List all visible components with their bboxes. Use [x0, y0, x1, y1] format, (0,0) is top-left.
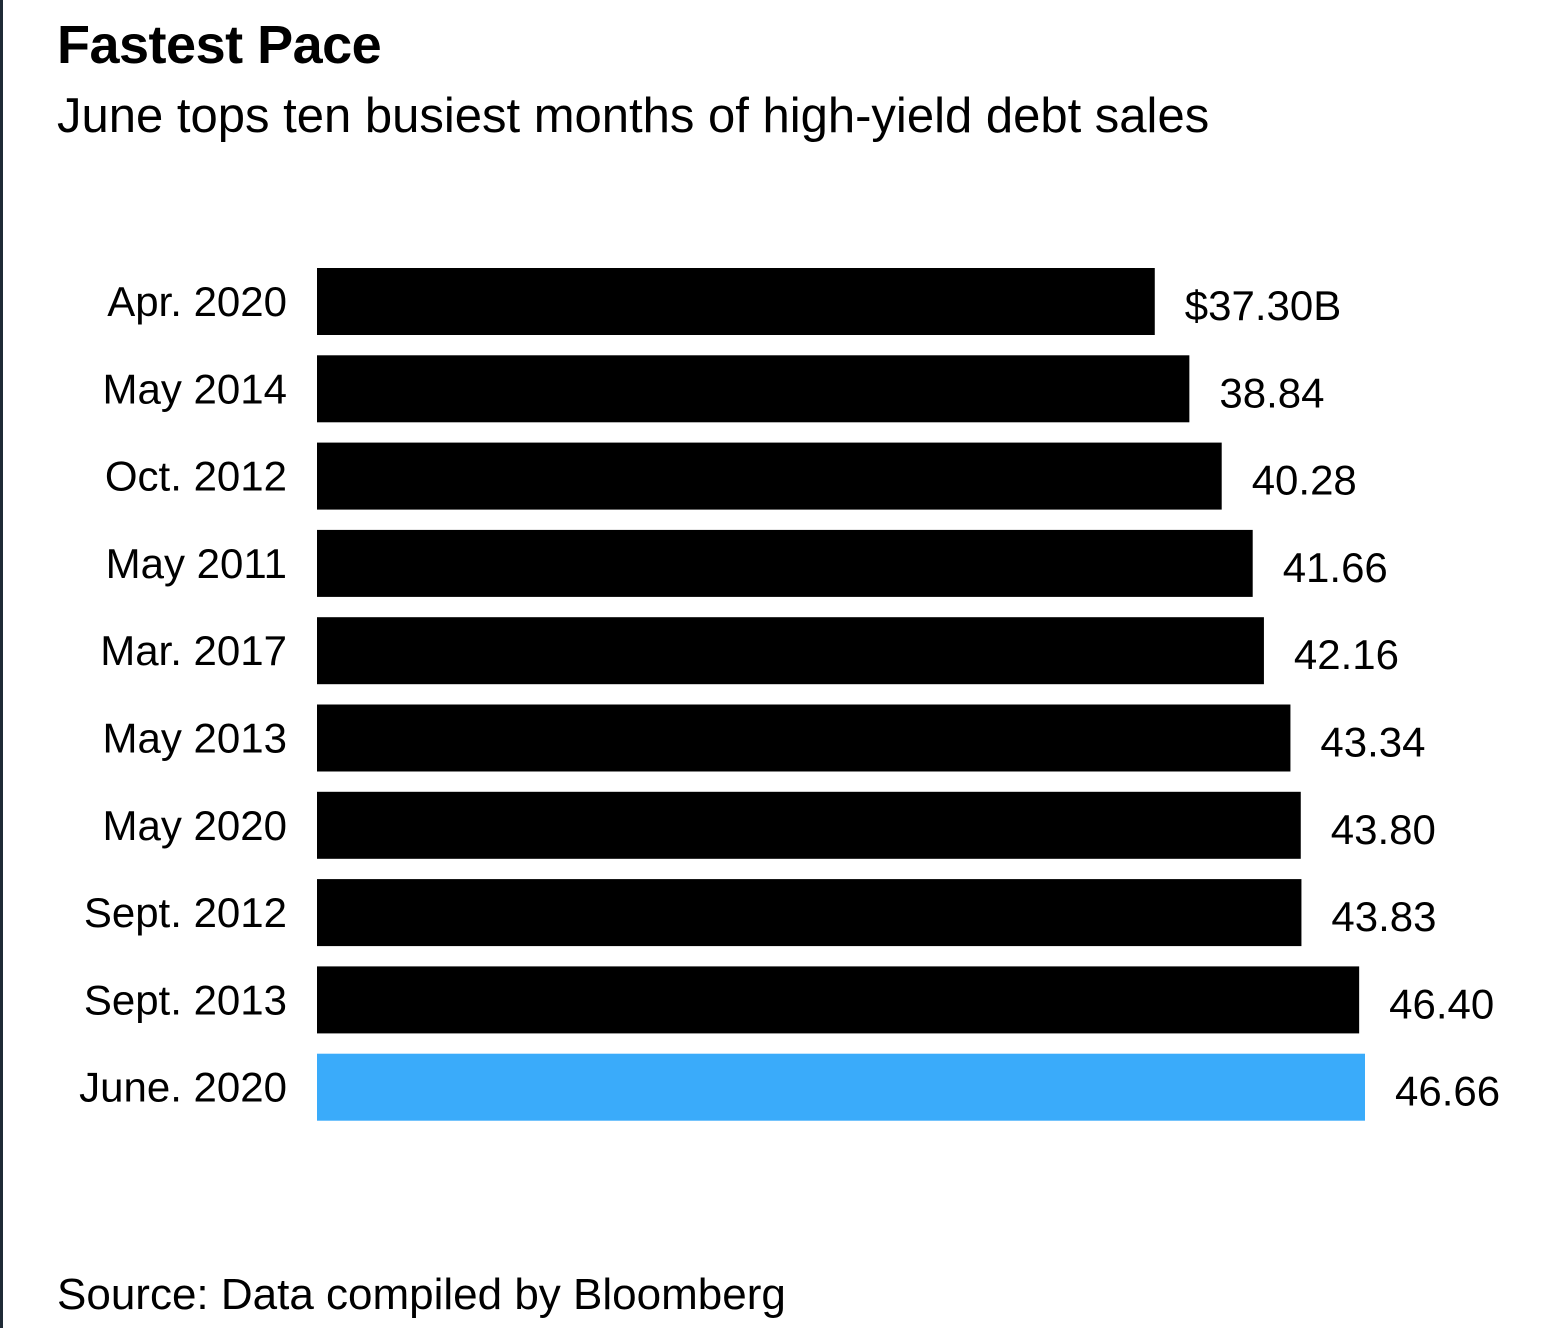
value-label: 43.34	[1320, 719, 1425, 766]
value-label: 41.66	[1283, 544, 1388, 591]
category-label: Sept. 2013	[84, 976, 287, 1023]
bar-may-2014	[317, 355, 1190, 423]
value-label: 43.83	[1331, 893, 1436, 940]
category-label: May 2011	[106, 540, 287, 587]
chart-title: Fastest Pace	[57, 15, 382, 75]
category-label: May 2014	[103, 365, 287, 412]
value-label: $37.30B	[1185, 282, 1341, 329]
chart-subtitle: June tops ten busiest months of high-yie…	[57, 89, 1210, 143]
bar-mar-2017	[317, 617, 1264, 685]
bar-oct-2012	[317, 442, 1222, 510]
chart-source: Source: Data compiled by Bloomberg	[57, 1270, 786, 1319]
value-label: 42.16	[1294, 631, 1399, 678]
value-label: 46.66	[1395, 1068, 1500, 1115]
value-label: 46.40	[1389, 980, 1494, 1027]
category-label: May 2020	[103, 802, 287, 849]
value-label: 38.84	[1219, 369, 1324, 416]
category-label: Oct. 2012	[105, 453, 287, 500]
bar-sept-2013	[317, 966, 1360, 1034]
category-label: Sept. 2012	[84, 889, 287, 936]
bar-apr-2020	[317, 268, 1155, 335]
bar-may-2020	[317, 791, 1301, 859]
category-label: Mar. 2017	[100, 627, 287, 674]
bar-may-2011	[317, 529, 1253, 597]
left-edge-border	[0, 0, 3, 1328]
value-label: 43.80	[1331, 806, 1436, 853]
category-label: June. 2020	[79, 1064, 287, 1111]
value-label: 40.28	[1252, 457, 1357, 504]
category-label: Apr. 2020	[107, 278, 287, 325]
bar-june-2020	[317, 1053, 1365, 1121]
bar-sept-2012	[317, 879, 1302, 947]
category-label: May 2013	[103, 715, 287, 762]
bar-may-2013	[317, 704, 1291, 772]
